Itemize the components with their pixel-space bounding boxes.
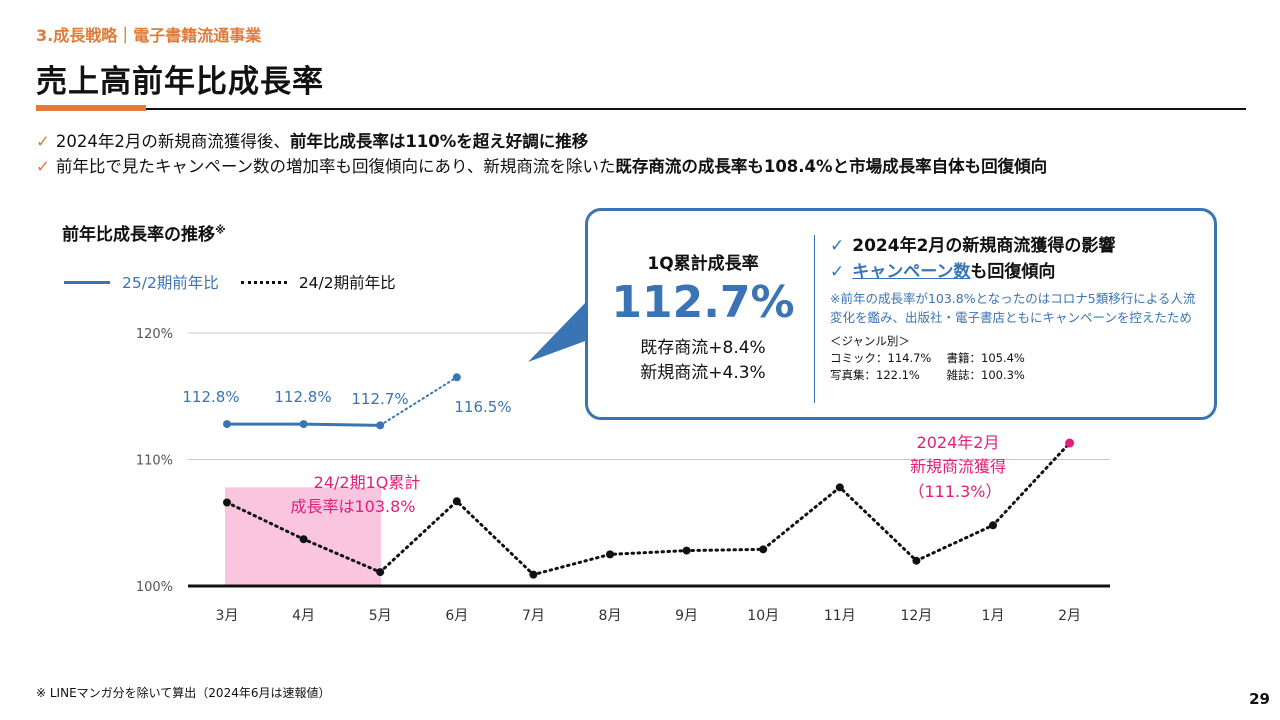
x-tick-label: 9月 [675, 608, 698, 624]
data-label: 112.7% [351, 390, 408, 408]
x-tick-label: 2月 [1058, 608, 1081, 624]
data-point [835, 483, 844, 492]
callout-box: 1Q累計成長率 112.7% 既存商流+8.4% 新規商流+4.3% ✓ 2024… [585, 208, 1217, 420]
callout-note: ※前年の成長率が103.8%となったのはコロナ5類移行による人流変化を鑑み、出版… [830, 291, 1196, 325]
x-tick-label: 8月 [599, 608, 622, 624]
check-icon: ✓ [830, 262, 845, 282]
section-label: 3.成長戦略｜電子書籍流通事業 [36, 26, 262, 45]
check-icon: ✓ [36, 132, 50, 151]
callout-divider [814, 235, 815, 403]
legend-label-series-b: 24/2期前年比 [298, 274, 396, 292]
data-label: 112.8% [182, 388, 239, 406]
check-icon: ✓ [830, 236, 845, 256]
y-tick-label: 100% [136, 580, 173, 595]
chart-title: 前年比成長率の推移※ [62, 223, 226, 245]
callout-heading: 1Q累計成長率 [647, 254, 759, 274]
footnote: ※ LINEマンガ分を除いて算出（2024年6月は速報値） [36, 686, 331, 700]
page-number: 29 [1249, 690, 1270, 708]
highlight-label: 成長率は103.8% [290, 497, 415, 516]
callout-sub-existing: 既存商流+8.4% [640, 338, 766, 358]
callout-point: ✓ 2024年2月の新規商流獲得の影響 [830, 236, 1116, 256]
bullet-bold-text: 前年比成長率は110%を超え好調に推移 [289, 132, 589, 151]
x-tick-label: 4月 [292, 608, 315, 624]
check-icon: ✓ [36, 157, 50, 176]
callout-point: ✓ キャンペーン数も回復傾向 [830, 262, 1056, 282]
x-tick-label: 6月 [445, 608, 468, 624]
annotation-label: 2024年2月 [917, 433, 1000, 452]
chart-legend: 25/2期前年比 24/2期前年比 [64, 271, 396, 293]
chart-title-mark: ※ [215, 223, 226, 237]
bullet-text: 2024年2月の新規商流獲得後、 [55, 132, 290, 151]
x-tick-label: 1月 [982, 608, 1005, 624]
bullet-list: ✓ 2024年2月の新規商流獲得後、前年比成長率は110%を超え好調に推移 ✓ 前年… [36, 129, 1266, 179]
annotation-label: （111.3%） [908, 482, 1001, 501]
annotation-label: 新規商流獲得 [910, 457, 1006, 476]
data-point-highlight [1065, 438, 1075, 448]
data-point [759, 545, 768, 554]
data-point [529, 570, 538, 579]
data-point [376, 568, 385, 577]
title-accent [36, 105, 146, 111]
y-tick-label: 110% [136, 454, 173, 469]
genre-row: 写真集：122.1% 雑誌：100.3% [830, 368, 1025, 382]
data-point [299, 420, 308, 429]
legend-line-solid [64, 280, 110, 284]
x-tick-label: 12月 [900, 608, 932, 624]
highlight-label: 24/2期1Q累計 [314, 473, 421, 492]
data-point [989, 521, 997, 530]
data-point [223, 420, 231, 429]
data-point [299, 535, 308, 544]
data-point [376, 421, 385, 430]
data-label: 112.8% [274, 388, 331, 406]
data-point [452, 373, 461, 382]
x-tick-label: 7月 [522, 608, 545, 624]
bullet-item: ✓ 2024年2月の新規商流獲得後、前年比成長率は110%を超え好調に推移 [36, 129, 1266, 154]
data-point [606, 550, 614, 559]
data-label: 116.5% [454, 398, 511, 416]
x-tick-label: 11月 [824, 608, 856, 624]
data-point [223, 498, 231, 507]
data-point [452, 497, 461, 506]
data-point [912, 556, 921, 565]
callout-highlight: キャンペーン数 [852, 262, 971, 282]
legend-line-dotted [240, 280, 287, 284]
series-line-24-2 [225, 441, 1072, 577]
genre-title: ＜ジャンル別＞ [830, 334, 910, 348]
callout-sub-new: 新規商流+4.3% [640, 363, 766, 383]
data-point [682, 546, 691, 555]
legend-label-series-a: 25/2期前年比 [122, 274, 219, 292]
bullet-item: ✓ 前年比で見たキャンペーン数の増加率も回復傾向にあり、新規商流を除いた既存商流の… [36, 154, 1266, 179]
page-title: 売上高前年比成長率 [36, 64, 324, 100]
callout-detail: ✓ 2024年2月の新規商流獲得の影響 ✓ キャンペーン数も回復傾向 ※前年の成長率… [830, 233, 1210, 384]
callout-big-value: 112.7% [611, 277, 795, 328]
callout-pointer [528, 300, 588, 362]
x-tick-label: 3月 [216, 608, 239, 624]
y-tick-label: 120% [136, 327, 173, 342]
bullet-text: 前年比で見たキャンペーン数の増加率も回復傾向にあり、新規商流を除いた [55, 157, 616, 176]
genre-row: コミック：114.7% 書籍：105.4% [830, 351, 1025, 365]
x-tick-label: 10月 [747, 608, 779, 624]
x-tick-label: 5月 [369, 608, 392, 624]
title-rule [36, 108, 1246, 110]
series-line-25-2-estimate [379, 376, 458, 427]
bullet-bold-text: 既存商流の成長率も108.4%と市場成長率自体も回復傾向 [615, 157, 1048, 176]
